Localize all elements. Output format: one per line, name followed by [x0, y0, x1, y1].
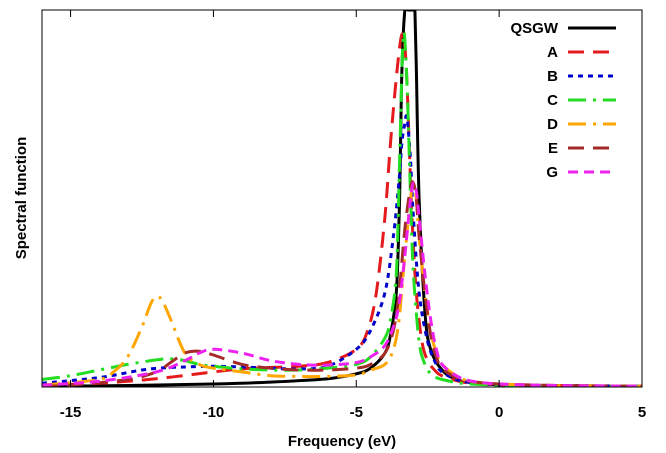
series-layer: [42, 10, 642, 387]
plot-frame: [41, 9, 643, 388]
legend-label-d: D: [547, 116, 558, 133]
x-axis-label: Frequency (eV): [288, 433, 396, 450]
tick-layer: -15 -10 -5 0 5: [60, 10, 646, 421]
x-tick-label-2: -5: [350, 404, 363, 421]
series-line-b: [42, 114, 642, 387]
legend-label-a: A: [547, 44, 558, 61]
x-tick-label-0: -15: [60, 404, 82, 421]
legend-label-g: G: [546, 164, 558, 181]
y-axis-label: Spectral function: [13, 137, 30, 260]
legend-label-b: B: [547, 68, 558, 85]
x-tick-label-4: 5: [638, 404, 646, 421]
x-tick-label-1: -10: [203, 404, 225, 421]
legend-label-e: E: [548, 140, 558, 157]
legend-label-c: C: [547, 92, 558, 109]
x-tick-label-3: 0: [495, 404, 503, 421]
legend-label-qsgw: QSGW: [511, 20, 559, 37]
